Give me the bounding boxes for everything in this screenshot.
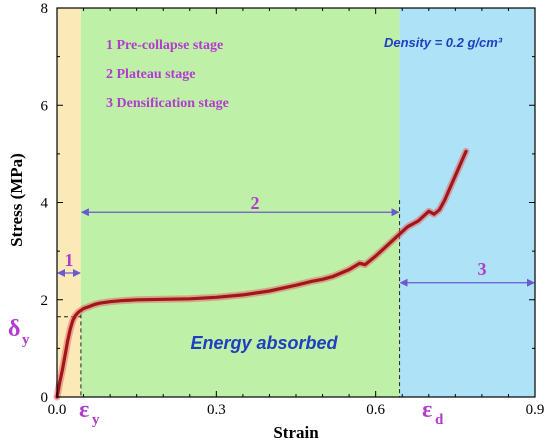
legend: 1 Pre-collapse stage 2 Plateau stage 3 D…: [106, 38, 229, 111]
stage-3-region: [399, 8, 535, 397]
stress-strain-series: [53, 147, 470, 401]
legend-item-3: 3 Densification stage: [106, 96, 229, 111]
epsilon-d-subscript: d: [435, 412, 444, 428]
y-tick-label: 6: [41, 98, 49, 114]
stage-1-number: 1: [65, 250, 74, 270]
delta-y-symbol: δ: [8, 316, 20, 342]
x-tick-label: 0.6: [366, 402, 385, 418]
delta-y-label: δ y: [8, 316, 30, 348]
x-axis-title: Strain: [273, 423, 319, 442]
epsilon-y-label: ε y: [79, 397, 100, 428]
y-tick-label: 0: [41, 390, 49, 406]
stage-arrows: [57, 208, 535, 287]
density-label: Density = 0.2 g/cm³: [384, 35, 503, 50]
y-tick-label: 4: [41, 196, 49, 212]
epsilon-y-symbol: ε: [79, 397, 89, 423]
x-tick-label: 0.3: [207, 402, 226, 418]
epsilon-y-subscript: y: [92, 412, 100, 428]
y-axis-title: Stress (MPa): [7, 153, 26, 247]
tick-labels: 0.0 0.3 0.6 0.9 0 2 4 6 8: [41, 1, 545, 418]
stage-3-number: 3: [478, 259, 487, 279]
energy-absorbed-label: Energy absorbed: [190, 333, 338, 353]
legend-item-2: 2 Plateau stage: [106, 67, 195, 82]
delta-y-subscript: y: [22, 332, 30, 348]
x-tick-label: 0.9: [526, 402, 545, 418]
x-tick-label: 0.0: [48, 402, 67, 418]
plot-frame: [56, 7, 536, 398]
stage-2-region: [80, 8, 400, 397]
epsilon-d-symbol: ε: [422, 397, 432, 423]
guide-lines: [57, 200, 401, 397]
stage-2-number: 2: [251, 193, 260, 213]
epsilon-d-label: ε d: [422, 397, 444, 428]
y-tick-label: 8: [41, 1, 49, 17]
series-line: [55, 149, 468, 399]
stage-regions: [57, 8, 535, 397]
y-tick-label: 2: [41, 293, 49, 309]
legend-item-1: 1 Pre-collapse stage: [106, 38, 223, 53]
